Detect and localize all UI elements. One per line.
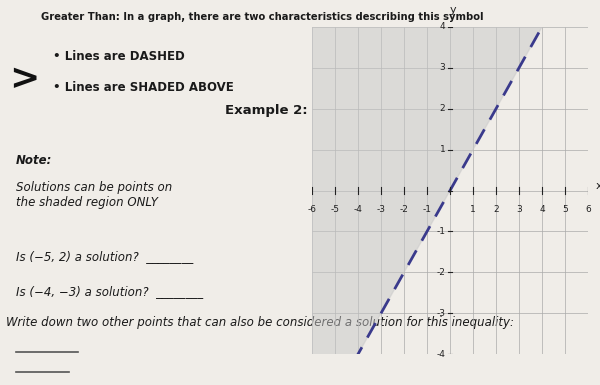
Text: • Lines are SHADED ABOVE: • Lines are SHADED ABOVE: [53, 81, 234, 94]
Text: -5: -5: [331, 205, 340, 214]
Text: 1: 1: [470, 205, 476, 214]
Polygon shape: [312, 0, 588, 385]
Text: x: x: [596, 181, 600, 191]
Text: 2: 2: [493, 205, 499, 214]
Text: -2: -2: [400, 205, 409, 214]
Text: Write down two other points that can also be considered a solution for this ineq: Write down two other points that can als…: [6, 316, 514, 329]
Text: -1: -1: [436, 227, 445, 236]
Text: -3: -3: [377, 205, 386, 214]
Text: 6: 6: [585, 205, 591, 214]
Text: Is (−4, −3) a solution?  ________: Is (−4, −3) a solution? ________: [16, 285, 203, 298]
Text: >: >: [10, 62, 40, 95]
Text: 3: 3: [516, 205, 522, 214]
Text: Example 2:: Example 2:: [224, 104, 307, 117]
Text: -4: -4: [437, 350, 445, 359]
Text: y: y: [450, 5, 457, 15]
Text: Is (−5, 2) a solution?  ________: Is (−5, 2) a solution? ________: [16, 250, 193, 263]
Text: 1: 1: [440, 145, 445, 154]
Text: -2: -2: [437, 268, 445, 277]
Text: -3: -3: [436, 309, 445, 318]
Text: -6: -6: [308, 205, 317, 214]
Text: 4: 4: [440, 22, 445, 32]
Text: 4: 4: [539, 205, 545, 214]
Text: -4: -4: [353, 205, 362, 214]
Text: Note:: Note:: [16, 154, 52, 167]
Text: 5: 5: [562, 205, 568, 214]
Text: 2: 2: [440, 104, 445, 113]
Text: Greater Than: In a graph, there are two characteristics describing this symbol: Greater Than: In a graph, there are two …: [41, 12, 483, 22]
Text: -1: -1: [422, 205, 431, 214]
Text: • Lines are DASHED: • Lines are DASHED: [53, 50, 185, 63]
Text: Solutions can be points on
the shaded region ONLY: Solutions can be points on the shaded re…: [16, 181, 172, 209]
Text: 3: 3: [440, 64, 445, 72]
